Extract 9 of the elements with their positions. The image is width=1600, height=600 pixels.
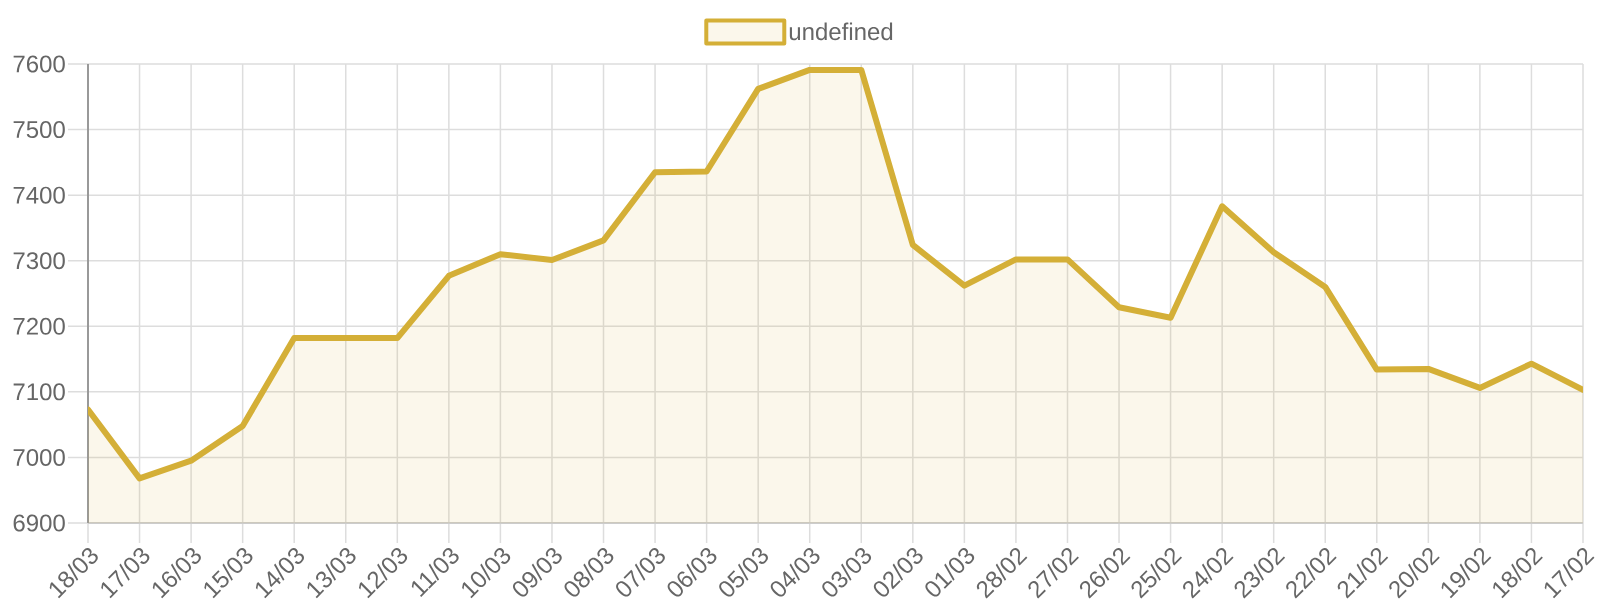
y-tick-label: 6900 [13, 514, 65, 532]
y-tick-label: 7000 [13, 448, 65, 466]
legend-label: undefined [789, 22, 893, 41]
y-tick-label: 7300 [13, 252, 65, 270]
y-tick-label: 7500 [13, 121, 65, 139]
y-tick-label: 7400 [13, 186, 65, 204]
y-tick-label: 7600 [13, 55, 65, 73]
y-tick-label: 7200 [13, 317, 65, 335]
y-tick-label: 7100 [13, 383, 65, 401]
